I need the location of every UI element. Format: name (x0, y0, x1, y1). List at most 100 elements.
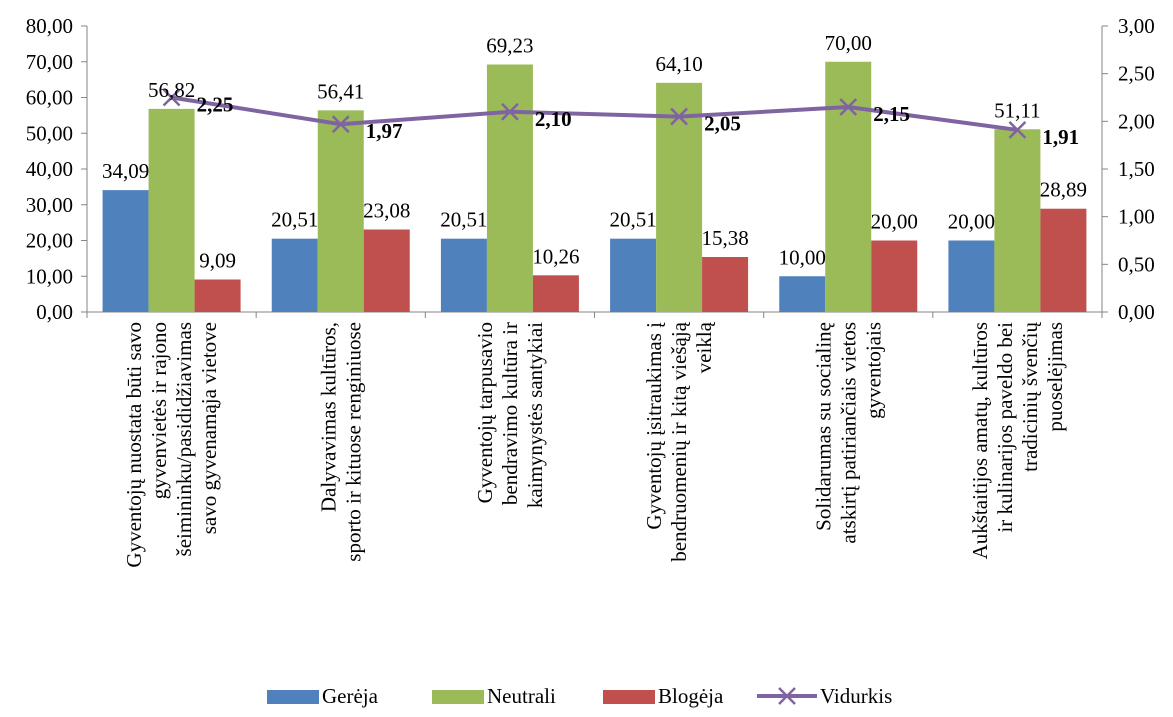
bar-blogėja (194, 279, 241, 312)
y-right-tick-label: 2,50 (1118, 62, 1155, 86)
category-label: Aukštaitijos amatų, kultūros ir kulinarij… (968, 322, 1067, 560)
legend-swatch-neutrali (432, 690, 484, 704)
bar-value-label: 69,23 (486, 34, 533, 58)
y-right-tick-label: 1,00 (1118, 205, 1155, 229)
legend-label: Vidurkis (820, 684, 892, 708)
category-label-line: bendruomenių ir kitą viešąją (667, 321, 691, 561)
bar-neutrali (656, 82, 703, 312)
bar-value-label: 20,51 (609, 208, 656, 232)
average-value-label: 1,97 (366, 119, 403, 143)
bar-gerėja (271, 238, 318, 312)
legend-swatch-marker (778, 687, 796, 705)
category-label: Gyventojų nuostata būti savo gyvenvietės … (122, 322, 221, 568)
y-right-tick-label: 1,50 (1118, 157, 1155, 181)
y-right-tick-label: 0,50 (1118, 252, 1155, 276)
bar-blogėja (532, 275, 579, 312)
average-point-marker (1008, 121, 1027, 139)
axes: 0,00 10,00 20,00 30,00 40,00 50,00 60,00 70,00 8… (26, 14, 1155, 324)
bar-gerėja (948, 240, 995, 312)
bar-neutrali (486, 64, 533, 312)
bar-value-label: 10,00 (779, 245, 826, 269)
category-label: Solidarumas su socialinę atskirtį patiria… (811, 322, 885, 544)
legend-label: Blogėja (658, 684, 724, 708)
bar-neutrali (994, 129, 1041, 312)
average-point-marker (162, 88, 181, 107)
y-left-tick-label: 40,00 (26, 157, 73, 181)
category-label-line: Solidarumas su socialinę (811, 322, 835, 531)
y-right-tick-label: 2,00 (1118, 109, 1155, 133)
bar-gerėja (102, 190, 149, 312)
category-label-line: šeimininku/pasididžiavimas (172, 322, 196, 556)
bar-blogėja (702, 257, 749, 312)
bar-value-label: 28,89 (1040, 178, 1087, 202)
bar-blogėja (1040, 208, 1087, 312)
bars (102, 61, 1087, 312)
bar-value-label: 70,00 (825, 31, 872, 55)
legend-label: Neutrali (487, 684, 556, 708)
legend-label: Gerėja (322, 684, 379, 708)
y-right-tick-label: 0,00 (1118, 300, 1155, 324)
category-label-line: gyvenvietės ir rajono (147, 322, 171, 499)
bar-value-label: 51,11 (994, 98, 1040, 122)
y-left-tick-label: 50,00 (26, 121, 73, 145)
bar-neutrali (317, 110, 364, 312)
bar-value-label: 56,82 (148, 78, 195, 102)
legend-swatch-gerėja (267, 690, 319, 704)
bar-value-label: 56,41 (317, 79, 364, 103)
y-left-tick-label: 30,00 (26, 193, 73, 217)
category-label: Gyventojų įsitraukimas į bendruomenių ir … (642, 321, 716, 561)
bar-value-label: 64,10 (655, 52, 702, 76)
category-label-line: Gyventojų įsitraukimas į (642, 322, 666, 530)
category-label-line: veiklą (692, 321, 716, 373)
category-label-line: savo gyvenamąja vietove (197, 322, 221, 534)
category-label: Gyventojų tarpusavio bendravimo kultūra i… (473, 322, 547, 508)
average-value-label: 2,25 (197, 93, 234, 117)
y-right-tick-label: 3,00 (1118, 14, 1155, 38)
category-label-line: Aukštaitijos amatų, kultūros (968, 322, 992, 559)
bar-value-label: 34,09 (102, 159, 149, 183)
average-value-label: 1,91 (1042, 125, 1079, 149)
category-label-line: sporto ir kituose renginiuose (341, 322, 365, 562)
category-label-line: Gyventojų nuostata būti savo (122, 322, 146, 568)
average-point-marker (670, 107, 688, 126)
bar-blogėja (871, 240, 918, 312)
bar-neutrali (825, 61, 872, 312)
bar-gerėja (610, 238, 657, 312)
average-value-label: 2,15 (873, 102, 910, 126)
average-point-marker (839, 98, 858, 116)
y-left-tick-label: 60,00 (26, 86, 73, 110)
bar-value-label: 23,08 (363, 198, 410, 222)
y-left-tick-label: 80,00 (26, 14, 73, 38)
category-labels: Gyventojų nuostata būti savo gyvenvietės … (122, 321, 1067, 567)
bar-gerėja (779, 276, 826, 312)
category-label-line: Gyventojų tarpusavio (473, 322, 497, 503)
bar-value-label: 20,00 (948, 210, 995, 234)
category-label-line: puoselėjimas (1043, 322, 1067, 432)
y-left-tick-label: 70,00 (26, 50, 73, 74)
legend: Gerėja Neutrali Blogėja Vidurkis (267, 684, 892, 708)
legend-swatch-blogėja (603, 690, 655, 704)
bar-gerėja (440, 238, 487, 312)
bar-value-label: 20,51 (440, 208, 487, 232)
bar-value-label: 10,26 (532, 244, 579, 268)
category-label: Dalyvavimas kultūros, sporto ir kituose r… (316, 322, 365, 562)
category-label-line: gyventojais (861, 322, 885, 419)
category-label-line: tradicinių švenčių (1018, 322, 1042, 472)
bar-value-label: 20,00 (871, 210, 918, 234)
category-label-line: Dalyvavimas kultūros, (316, 322, 340, 512)
category-label-line: kaimynystės santykiai (523, 322, 547, 508)
average-line-path (171, 95, 1018, 132)
average-value-label: 2,05 (704, 112, 741, 136)
y-left-tick-label: 0,00 (36, 300, 73, 324)
category-label-line: bendravimo kultūra ir (498, 322, 522, 505)
bar-neutrali (148, 108, 195, 312)
average-point-marker (331, 115, 350, 134)
y-left-tick-label: 20,00 (26, 229, 73, 253)
average-line (162, 88, 1027, 139)
average-point-marker (501, 102, 519, 121)
bar-value-label: 15,38 (701, 226, 748, 250)
bar-value-label: 9,09 (199, 249, 236, 273)
y-left-tick-label: 10,00 (26, 264, 73, 288)
category-label-line: atskirtį patiriančiais vietos (836, 322, 860, 544)
